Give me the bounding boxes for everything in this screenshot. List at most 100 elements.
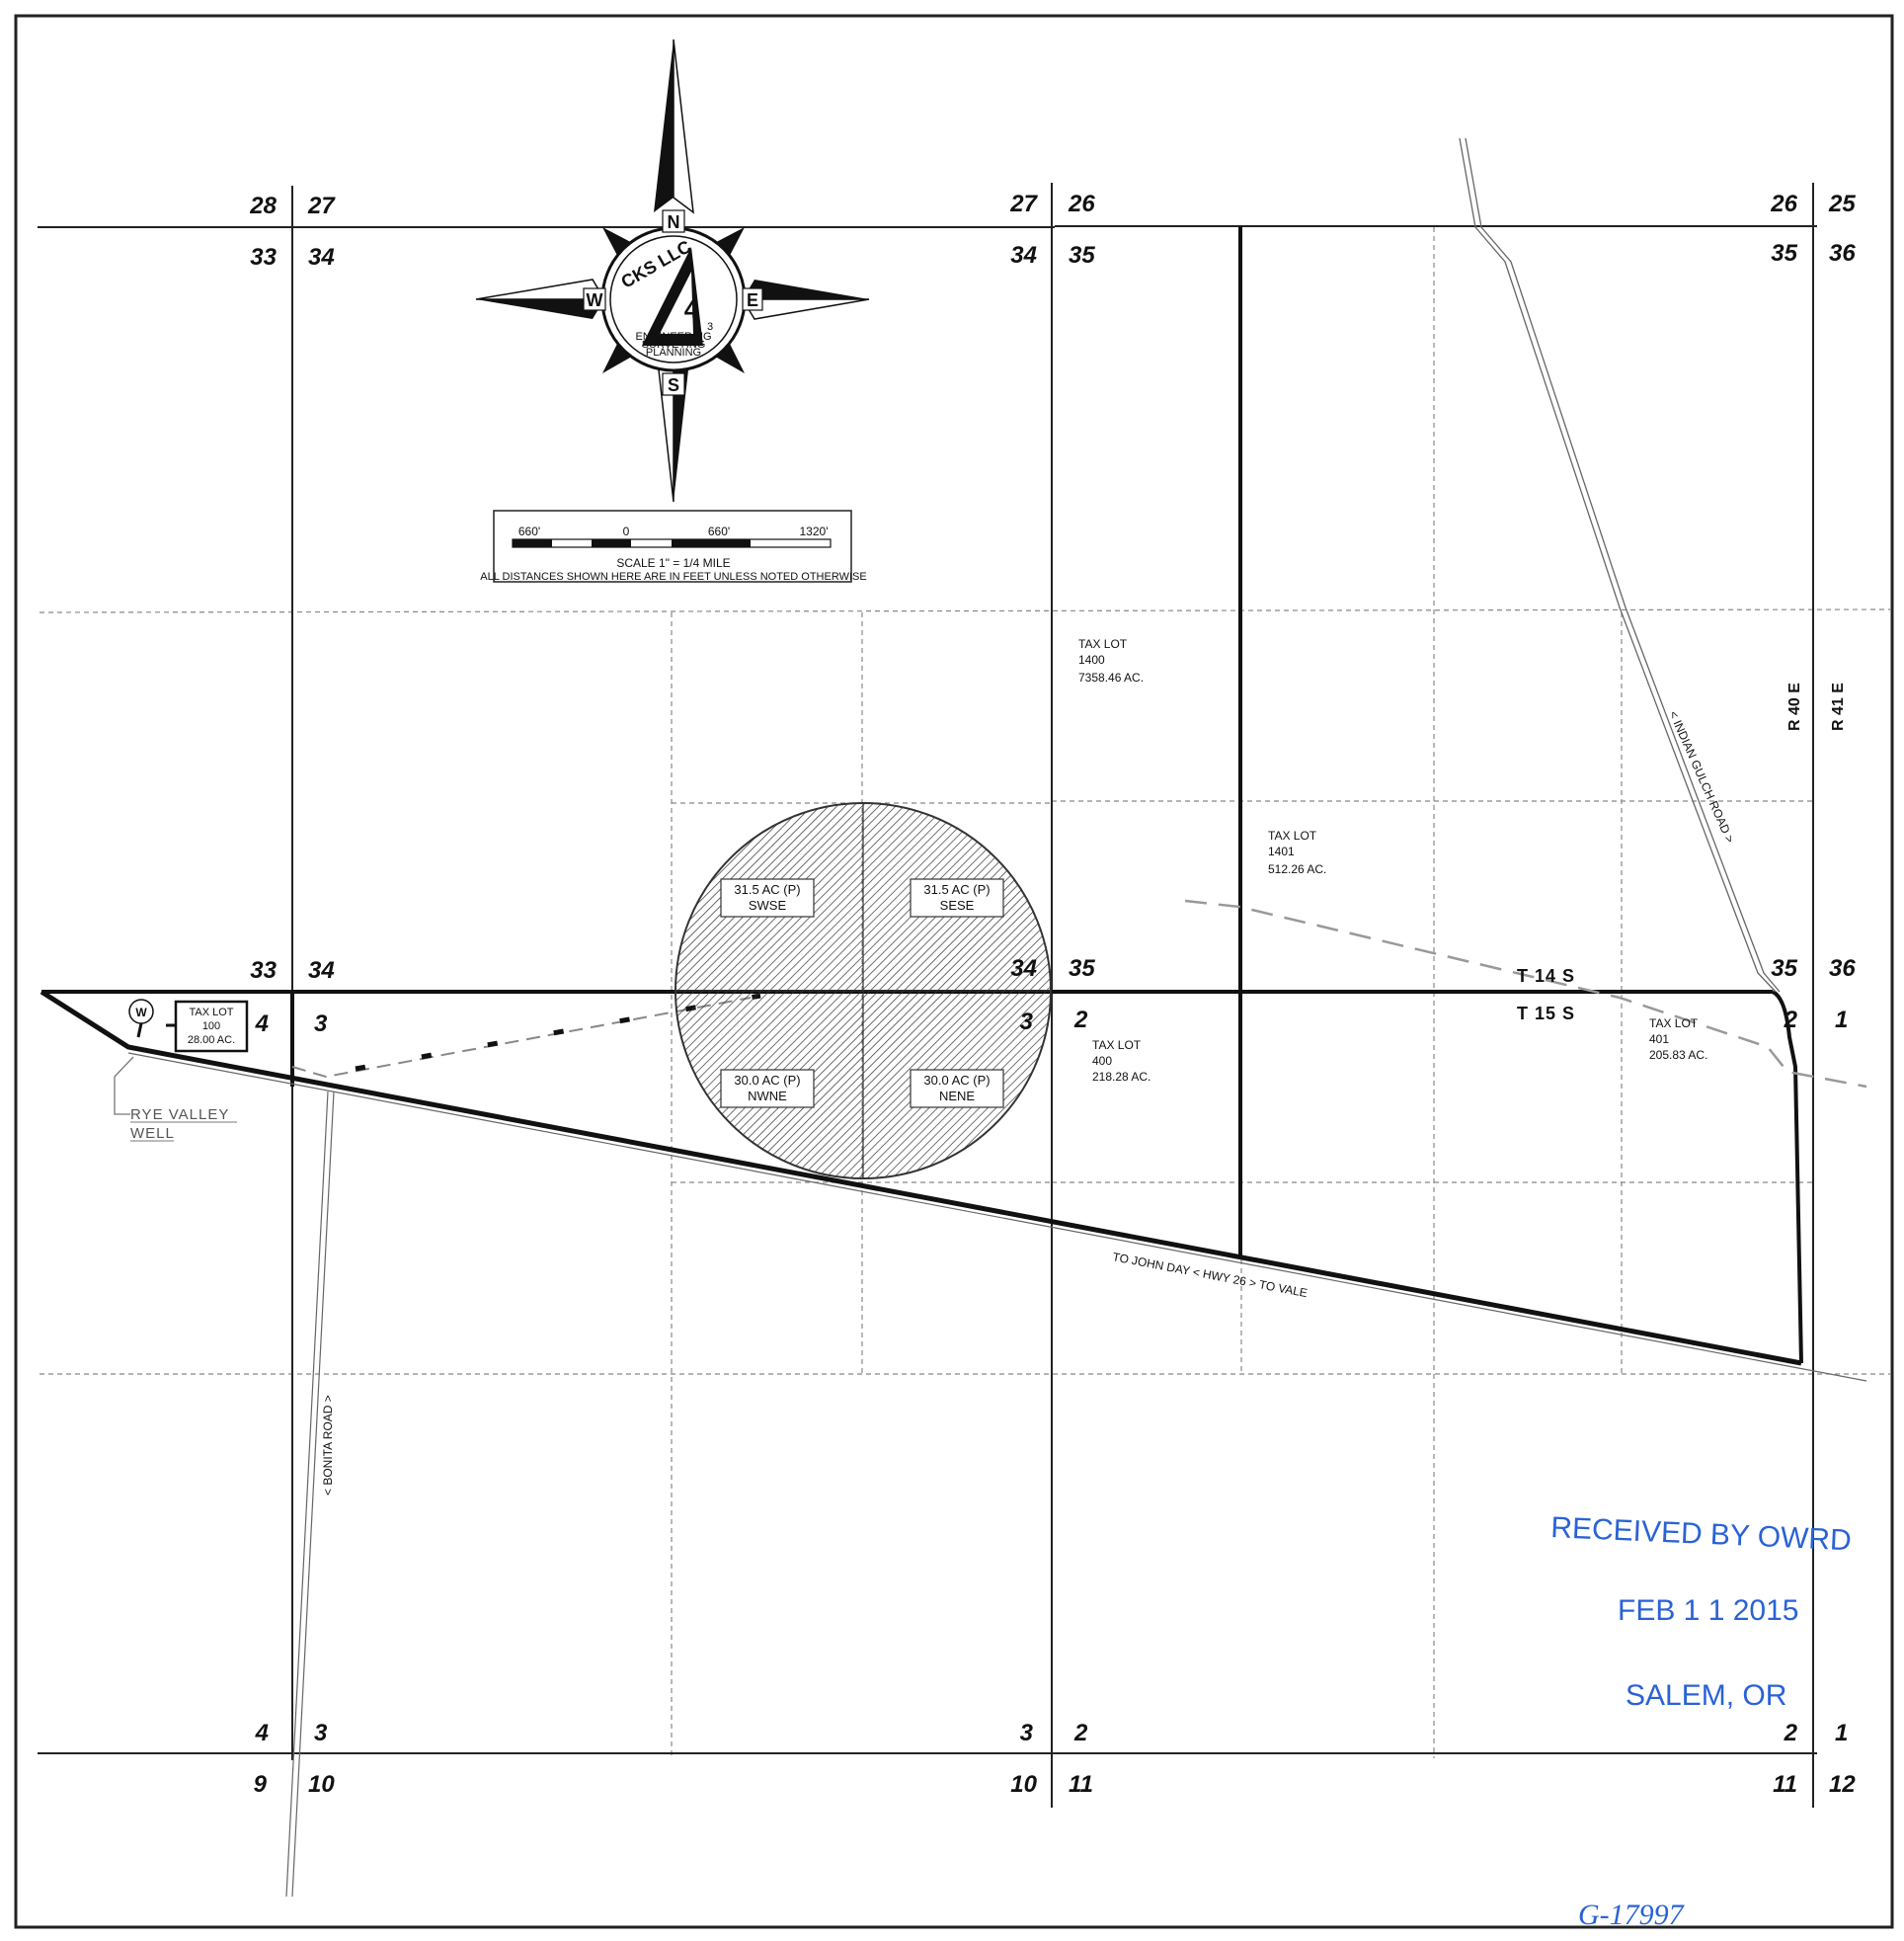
section-number: 34 [1010,242,1037,269]
svg-text:TAX LOT: TAX LOT [189,1007,233,1018]
svg-text:SESE: SESE [940,898,975,913]
section-number: 2 [1073,1720,1088,1746]
section-number: 36 [1829,240,1856,267]
svg-text:512.26 AC.: 512.26 AC. [1268,862,1326,876]
section-number: 1 [1835,1720,1848,1746]
section-number: 4 [255,1720,269,1746]
bonita-road [285,1091,335,1898]
section-number: 26 [1770,191,1797,217]
section-number: 36 [1829,955,1856,982]
svg-text:SWSE: SWSE [749,898,787,913]
compass-n: N [668,212,680,232]
svg-text:660': 660' [708,525,730,538]
section-number: 35 [1069,242,1095,269]
section-number: 3 [1020,1009,1034,1035]
compass-logo: 4 [684,294,699,324]
tax-lot-401: TAX LOT 401 205.83 AC. [1649,1016,1707,1062]
bonita-road-label: < BONITA ROAD > [321,1395,335,1496]
tax-lot-100: TAX LOT 100 28.00 AC. [174,1000,249,1053]
range-west: R 40 E [1786,683,1803,731]
svg-text:31.5 AC (P): 31.5 AC (P) [734,882,800,897]
svg-text:400: 400 [1092,1054,1112,1068]
svg-text:205.83 AC.: 205.83 AC. [1649,1048,1707,1062]
svg-text:TAX LOT: TAX LOT [1092,1038,1142,1052]
section-number: 35 [1771,240,1797,267]
section-number: 35 [1771,955,1797,982]
svg-text:ENGINEERING: ENGINEERING [635,331,711,343]
file-number: G-17997 [1578,1899,1686,1931]
scale-bar: 660' 0 660' 1320' SCALE 1" = 1/4 MILE AL… [480,510,867,583]
section-number: 3 [1020,1720,1034,1746]
received-stamp: RECEIVED BY OWRD FEB 1 1 2015 SALEM, OR [1550,1511,1853,1712]
stamp-city: SALEM, OR [1626,1679,1786,1712]
section-number: 11 [1773,1771,1797,1798]
highway-26 [127,1052,1867,1382]
tax-lot-1401: TAX LOT 1401 512.26 AC. [1268,829,1326,876]
section-number: 4 [255,1011,269,1037]
section-number: 34 [308,957,335,984]
section-number: 33 [250,244,277,271]
svg-text:PLANNING: PLANNING [646,347,701,359]
section-number: 9 [254,1771,268,1798]
pivot-quadrant-sese: 31.5 AC (P) SESE [910,878,1004,918]
svg-text:TAX LOT: TAX LOT [1268,829,1317,843]
svg-text:SURVEYING: SURVEYING [642,339,706,351]
well-icon: W [135,1006,147,1019]
svg-text:NWNE: NWNE [748,1089,787,1103]
section-number: 3 [314,1720,328,1746]
stamp-received: RECEIVED BY OWRD [1550,1511,1853,1557]
section-numbers: 28 27 27 26 26 25 33 34 34 35 35 36 33 3… [249,191,1856,1798]
section-number: 3 [314,1011,328,1037]
section-number: 10 [308,1771,335,1798]
section-number: 1 [1835,1007,1848,1033]
indian-gulch-road [1459,137,1781,993]
section-number: 11 [1069,1771,1093,1798]
section-number: 2 [1784,1720,1798,1746]
scale-note: ALL DISTANCES SHOWN HERE ARE IN FEET UNL… [480,571,866,583]
svg-text:1400: 1400 [1078,653,1105,667]
compass-s: S [668,375,679,395]
svg-text:660': 660' [518,525,540,538]
center-pivot [674,802,1052,1179]
svg-text:7358.46 AC.: 7358.46 AC. [1078,671,1144,685]
section-number: 27 [307,193,336,219]
section-number: 26 [1068,191,1095,217]
svg-text:401: 401 [1649,1032,1669,1046]
property-boundary [40,226,1803,1366]
svg-text:1320': 1320' [800,525,829,538]
section-number: 27 [1009,191,1038,217]
section-number: 2 [1073,1007,1088,1033]
tax-lot-400: TAX LOT 400 218.28 AC. [1092,1038,1150,1084]
section-number: 34 [1010,955,1037,982]
svg-text:0: 0 [623,525,630,538]
section-number: 35 [1069,955,1095,982]
section-number: 2 [1784,1007,1798,1033]
section-number: 10 [1010,1771,1037,1798]
section-number: 28 [249,193,277,219]
section-number: 25 [1828,191,1856,217]
svg-text:28.00 AC.: 28.00 AC. [188,1034,235,1046]
svg-text:30.0 AC (P): 30.0 AC (P) [734,1073,800,1088]
compass-e: E [747,290,758,310]
section-number: 34 [308,244,335,271]
rye-valley-well: W RYE VALLEY WELL [114,999,237,1142]
svg-text:30.0 AC (P): 30.0 AC (P) [923,1073,990,1088]
svg-text:218.28 AC.: 218.28 AC. [1092,1070,1150,1084]
svg-text:NENE: NENE [939,1089,975,1103]
range-east: R 41 E [1830,683,1847,731]
svg-text:TAX LOT: TAX LOT [1649,1016,1699,1030]
svg-text:TAX LOT: TAX LOT [1078,637,1128,651]
svg-text:100: 100 [202,1020,220,1032]
compass-rose: 4 3 CKS LLC ENGINEERING SURVEYING PLANNI… [475,39,870,503]
compass-w: W [587,290,603,310]
section-lines [38,183,1817,1808]
pivot-quadrant-nwne: 30.0 AC (P) NWNE [720,1069,815,1108]
township-north: T 14 S [1517,966,1575,986]
scale-text: SCALE 1" = 1/4 MILE [616,556,730,570]
pivot-quadrant-swse: 31.5 AC (P) SWSE [720,878,815,918]
svg-text:1401: 1401 [1268,845,1295,858]
svg-text:WELL: WELL [130,1125,175,1142]
pivot-quadrant-nene: 30.0 AC (P) NENE [910,1069,1004,1108]
township-south: T 15 S [1517,1004,1575,1023]
